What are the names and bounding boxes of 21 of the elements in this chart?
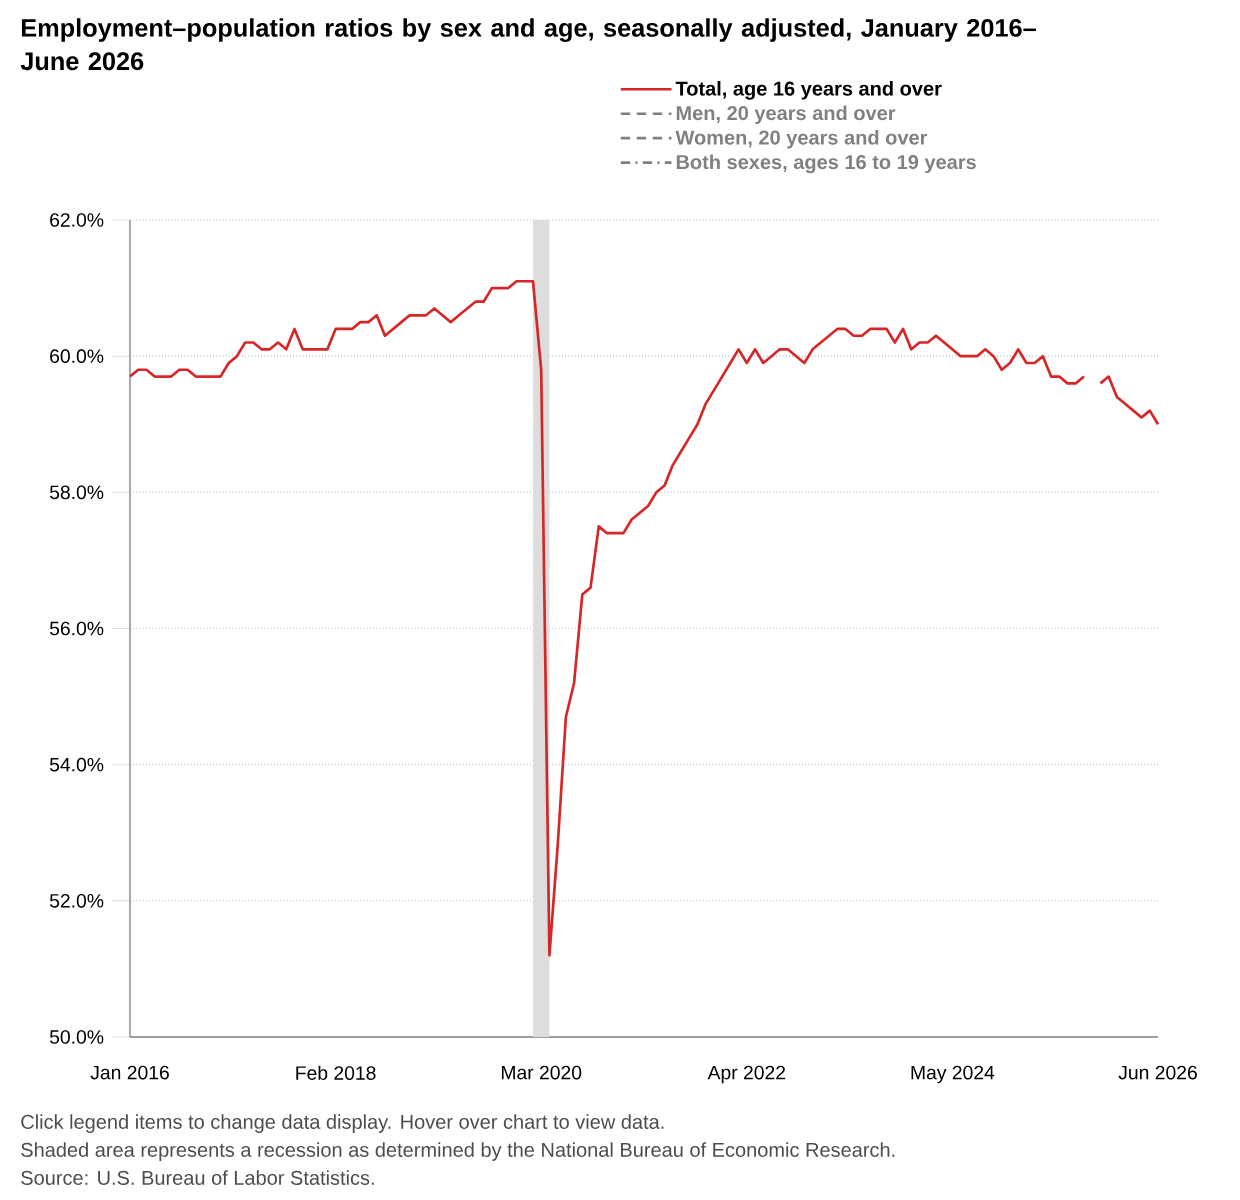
x-tick-label: Feb 2018 xyxy=(296,1065,376,1080)
y-tick-label: 54.0% xyxy=(49,757,104,772)
x-tick-label: Mar 2020 xyxy=(501,1065,582,1080)
legend-label: Total, age 16 years and over xyxy=(675,80,942,100)
text: Shaded area represents a recession as determined by the National Bureau of Economic Research. xyxy=(21,1142,895,1161)
x-tick-label: Jan 2016 xyxy=(90,1065,169,1080)
legend-label: Both sexes, ages 16 to 19 years xyxy=(676,154,976,174)
text: Click legend items to change data display. Hover over chart to view data. xyxy=(21,1114,664,1133)
y-tick-label: 62.0% xyxy=(50,213,104,227)
chart-title: Employment–population ratios by sex and age, seasonally adjusted, January 2016–June 2026 xyxy=(20,18,1036,71)
legend-label: Women, 20 years and over xyxy=(675,129,928,149)
y-tick-label: 56.0% xyxy=(49,621,104,636)
source-note: Source: U.S. Bureau of Labor Statistics. xyxy=(21,1170,374,1185)
x-tick-label: May 2024 xyxy=(911,1065,995,1084)
y-tick-label: 58.0% xyxy=(49,485,104,500)
y-tick-label: 50.0% xyxy=(49,1030,104,1044)
x-tick-label: Jun 2026 xyxy=(1118,1065,1197,1080)
y-tick-label: 60.0% xyxy=(50,349,104,363)
y-tick-label: 52.0% xyxy=(49,893,104,908)
x-tick-label: Apr 2022 xyxy=(707,1065,786,1084)
legend-label: Men, 20 years and over xyxy=(676,105,896,125)
